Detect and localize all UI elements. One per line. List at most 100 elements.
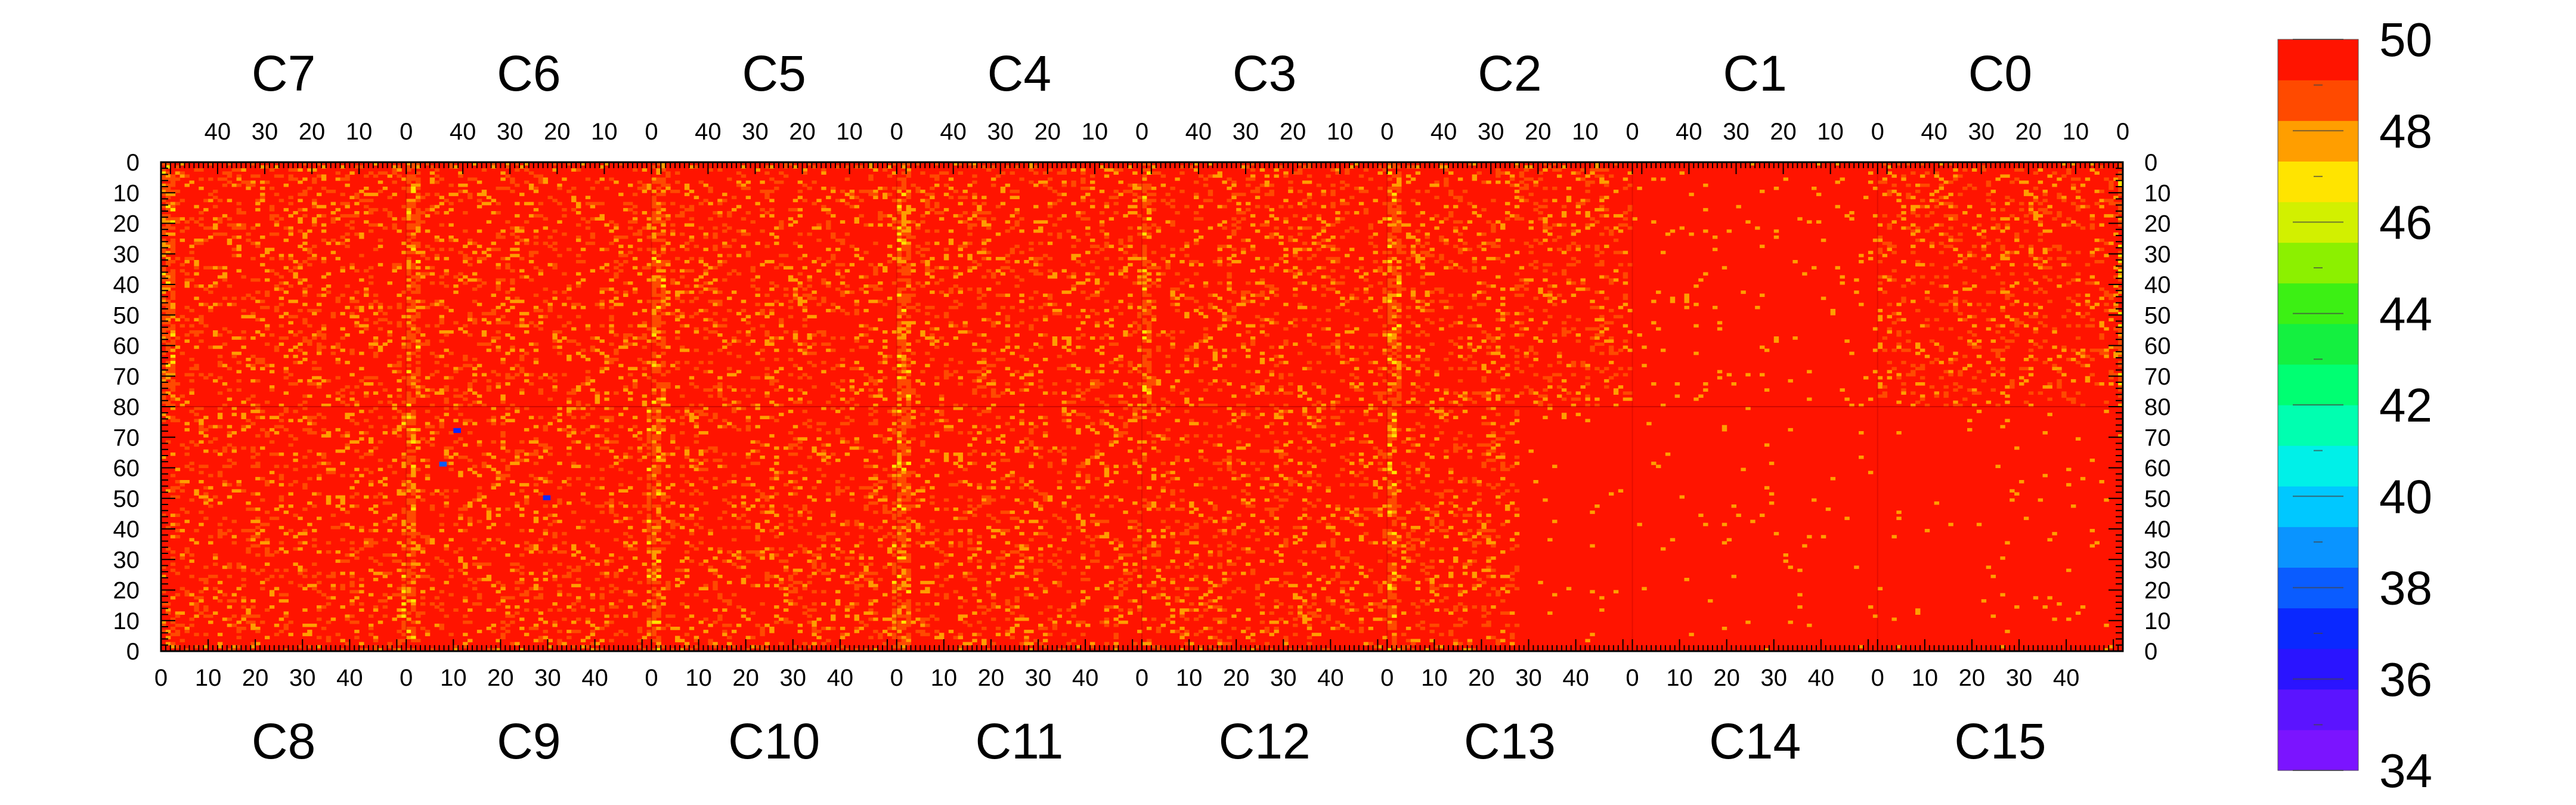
heatmap-cell (934, 345, 940, 349)
heatmap-cell (849, 290, 855, 294)
heatmap-cell (434, 211, 440, 215)
heatmap-cell (1099, 382, 1105, 386)
heatmap-cell (1005, 318, 1011, 322)
heatmap-cell (519, 324, 525, 328)
heatmap-cell (1410, 287, 1416, 291)
heatmap-cell (269, 232, 275, 236)
heatmap-cell (779, 226, 784, 230)
heatmap-cell (1024, 388, 1029, 392)
heatmap-cell (241, 296, 246, 301)
heatmap-cell (632, 379, 638, 383)
heatmap-cell (656, 266, 661, 270)
heatmap-cell (1316, 217, 1322, 221)
heatmap-cell (208, 177, 213, 181)
heatmap-cell (632, 266, 638, 270)
heatmap-cell (547, 305, 553, 309)
heatmap-cell (1293, 287, 1298, 291)
heatmap-cell (1293, 266, 1298, 270)
heatmap-cell (840, 293, 846, 298)
heatmap-cell (722, 223, 727, 227)
heatmap-cell (387, 305, 393, 309)
heatmap-cell (321, 260, 327, 264)
heatmap-cell (1462, 190, 1468, 193)
heatmap-cell (679, 394, 685, 398)
heatmap-cell (1472, 400, 1478, 404)
heatmap-cell (812, 342, 817, 346)
heatmap-cell (1321, 244, 1326, 249)
heatmap-cell (661, 232, 666, 236)
heatmap-cell (293, 260, 298, 264)
heatmap-cell (1349, 165, 1355, 169)
heatmap-cell (661, 275, 666, 279)
heatmap-cell (1387, 187, 1392, 190)
heatmap-cell (802, 299, 807, 304)
heatmap-cell (1179, 165, 1185, 169)
heatmap-cell (642, 324, 648, 328)
heatmap-cell (1189, 263, 1194, 267)
heatmap-cell (779, 321, 784, 325)
heatmap-cell (1514, 162, 1520, 166)
heatmap-cell (1057, 193, 1063, 196)
heatmap-cell (1476, 391, 1482, 395)
heatmap-cell (1335, 348, 1340, 352)
heatmap-cell (1212, 354, 1218, 358)
heatmap-cell (1439, 220, 1444, 224)
heatmap-cell (467, 256, 473, 261)
heatmap-cell (241, 309, 246, 312)
heatmap-cell (665, 214, 671, 218)
heatmap-cell (807, 293, 812, 298)
heatmap-cell (288, 284, 293, 288)
heatmap-cell (934, 183, 940, 187)
heatmap-cell (278, 253, 284, 258)
heatmap-cell (1241, 211, 1246, 215)
heatmap-cell (684, 290, 690, 294)
heatmap-cell (1496, 244, 1501, 249)
heatmap-cell (1392, 330, 1397, 334)
heatmap-cell (448, 330, 454, 334)
heatmap-cell (1420, 348, 1426, 352)
heatmap-cell (585, 379, 591, 383)
heatmap-cell (1415, 242, 1421, 245)
heatmap-cell (411, 165, 416, 169)
heatmap-cell (326, 272, 332, 276)
heatmap-cell (1363, 351, 1369, 355)
heatmap-cell (264, 165, 270, 169)
heatmap-cell (1382, 400, 1388, 404)
heatmap-cell (387, 330, 393, 334)
heatmap-cell (1514, 348, 1520, 352)
heatmap-cell (519, 321, 525, 325)
heatmap-cell (425, 162, 431, 166)
heatmap-cell (1457, 239, 1463, 242)
heatmap-cell (429, 302, 435, 306)
heatmap-cell (510, 376, 515, 380)
heatmap-cell (269, 269, 275, 273)
heatmap-cell (250, 403, 256, 407)
heatmap-cell (496, 202, 501, 206)
heatmap-cell (1382, 290, 1388, 294)
heatmap-cell (411, 226, 416, 230)
heatmap-cell (1397, 272, 1402, 276)
heatmap-cell (1481, 391, 1487, 395)
heatmap-cell (717, 263, 723, 267)
heatmap-cell (1293, 275, 1298, 279)
heatmap-cell (1142, 247, 1147, 252)
heatmap-cell (1481, 180, 1487, 184)
heatmap-cell (170, 296, 176, 301)
heatmap-cell (990, 382, 996, 386)
heatmap-cell (161, 333, 166, 337)
heatmap-cell (203, 324, 209, 328)
heatmap-cell (472, 373, 478, 377)
heatmap-cell (585, 177, 591, 181)
heatmap-cell (175, 217, 181, 221)
heatmap-cell (194, 296, 199, 301)
heatmap-cell (416, 299, 421, 304)
heatmap-cell (189, 379, 194, 383)
heatmap-cell (453, 367, 459, 371)
heatmap-cell (1311, 342, 1317, 346)
heatmap-cell (788, 397, 794, 401)
heatmap-cell (1457, 196, 1463, 200)
heatmap-cell (623, 388, 628, 392)
heatmap-cell (844, 400, 850, 404)
heatmap-cell (368, 266, 374, 270)
heatmap-cell (1519, 199, 1525, 203)
